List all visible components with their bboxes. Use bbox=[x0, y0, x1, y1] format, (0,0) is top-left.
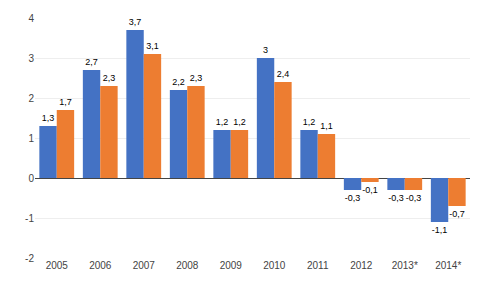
svg-text:2011: 2011 bbox=[307, 260, 329, 271]
svg-text:1,3: 1,3 bbox=[42, 113, 55, 123]
svg-text:4: 4 bbox=[28, 13, 34, 24]
svg-text:-1,1: -1,1 bbox=[432, 225, 448, 235]
svg-text:1,2: 1,2 bbox=[233, 117, 246, 127]
svg-text:1,2: 1,2 bbox=[216, 117, 229, 127]
svg-text:-0,3: -0,3 bbox=[406, 193, 422, 203]
svg-text:1,1: 1,1 bbox=[320, 121, 333, 131]
svg-text:-0,3: -0,3 bbox=[388, 193, 404, 203]
svg-text:1: 1 bbox=[28, 133, 34, 144]
svg-text:-2: -2 bbox=[25, 253, 34, 264]
svg-text:2008: 2008 bbox=[176, 260, 199, 271]
svg-text:2,4: 2,4 bbox=[277, 69, 290, 79]
svg-text:2013*: 2013* bbox=[392, 260, 418, 271]
svg-text:2,3: 2,3 bbox=[190, 73, 203, 83]
svg-text:-0,7: -0,7 bbox=[449, 209, 465, 219]
svg-text:2010: 2010 bbox=[263, 260, 286, 271]
svg-text:2005: 2005 bbox=[46, 260, 69, 271]
svg-text:2,3: 2,3 bbox=[103, 73, 116, 83]
svg-text:-1: -1 bbox=[25, 213, 34, 224]
svg-text:0: 0 bbox=[28, 173, 34, 184]
svg-text:1,2: 1,2 bbox=[303, 117, 316, 127]
svg-text:2012: 2012 bbox=[350, 260, 373, 271]
svg-text:2009: 2009 bbox=[220, 260, 243, 271]
svg-text:2,2: 2,2 bbox=[172, 77, 185, 87]
svg-text:2014*: 2014* bbox=[435, 260, 461, 271]
svg-text:-0,1: -0,1 bbox=[362, 185, 378, 195]
svg-text:2,7: 2,7 bbox=[85, 57, 98, 67]
svg-text:3,1: 3,1 bbox=[146, 41, 159, 51]
svg-text:2006: 2006 bbox=[89, 260, 112, 271]
svg-text:1,7: 1,7 bbox=[59, 97, 72, 107]
svg-text:2: 2 bbox=[28, 93, 34, 104]
svg-text:3,7: 3,7 bbox=[129, 17, 142, 27]
svg-text:3: 3 bbox=[28, 53, 34, 64]
svg-text:3: 3 bbox=[263, 45, 268, 55]
svg-text:2007: 2007 bbox=[133, 260, 156, 271]
svg-text:-0,3: -0,3 bbox=[345, 193, 361, 203]
